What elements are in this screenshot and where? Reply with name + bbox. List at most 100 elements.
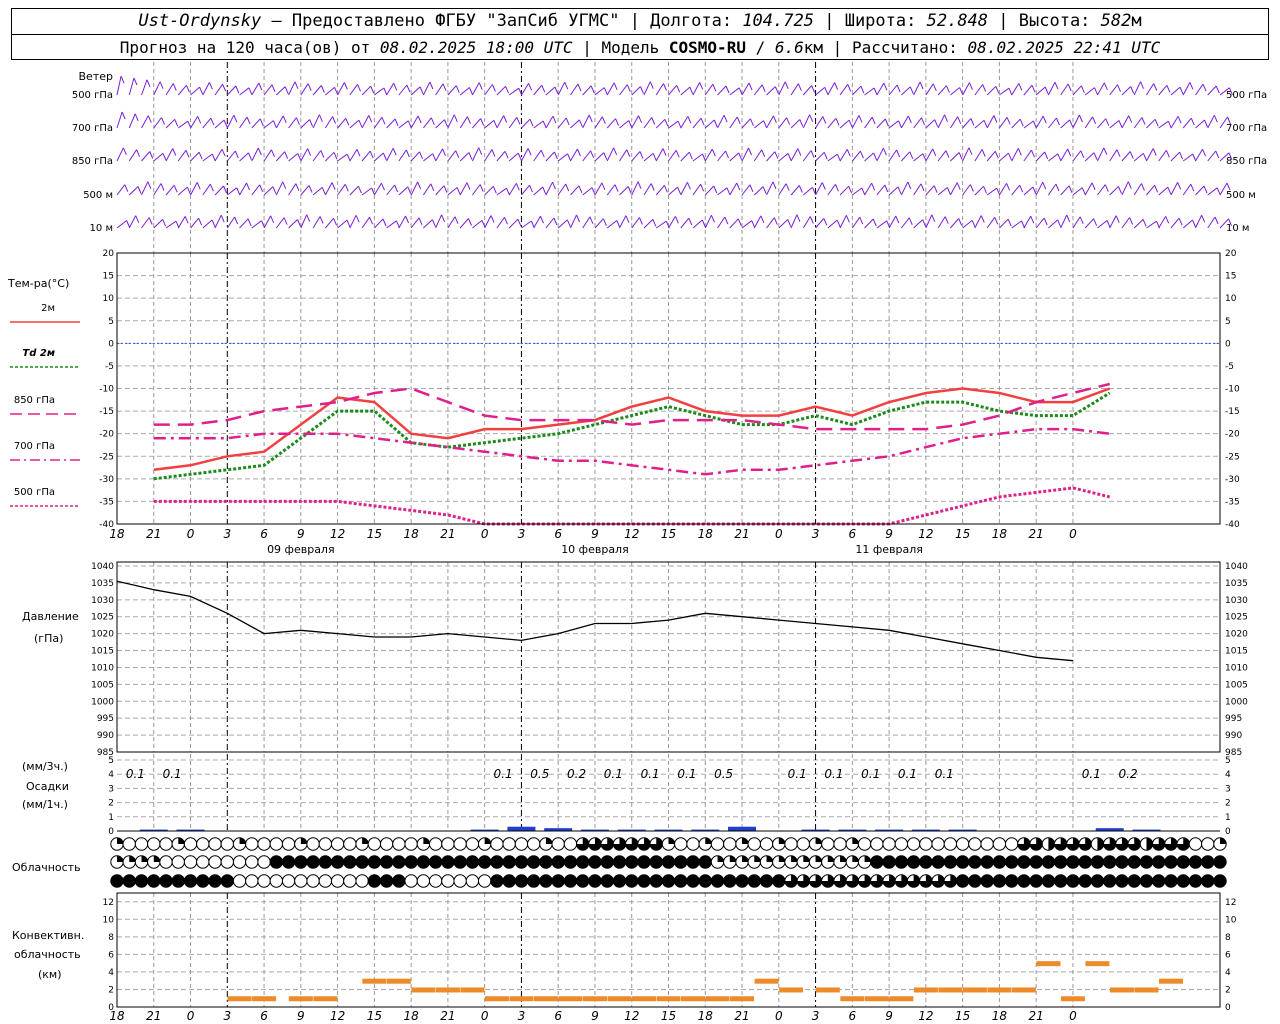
wind-barb-shaft xyxy=(851,85,862,96)
conv-tick-right: 6 xyxy=(1225,950,1231,960)
cloud-cover-symbol xyxy=(723,874,737,888)
wind-barb-shaft xyxy=(141,115,149,129)
wind-barb-shaft xyxy=(116,147,124,162)
wind-barb-shaft xyxy=(1146,185,1156,196)
wind-barb-feather xyxy=(333,152,338,160)
conv-cloud-bar xyxy=(987,987,1012,993)
wind-barb-shaft xyxy=(1133,183,1142,196)
wind-barb-feather xyxy=(1057,153,1062,162)
wind-barb-feather xyxy=(564,81,569,90)
wind-barb-feather xyxy=(760,215,765,224)
wind-barb-shaft xyxy=(251,82,260,96)
cloud-cover-fill xyxy=(821,874,834,888)
precip-amount-label: 0.5 xyxy=(530,767,549,781)
wind-barb-feather xyxy=(872,218,877,227)
wind-barb-feather xyxy=(882,147,887,156)
cloud-cover-symbol xyxy=(992,874,1007,888)
wind-barb-feather xyxy=(345,118,350,126)
wind-barb-shaft xyxy=(1060,148,1069,162)
conv-hour-tick: 18 xyxy=(109,1009,125,1023)
wind-barb-feather xyxy=(773,217,778,225)
wind-barb-shaft xyxy=(594,87,605,96)
wind-barb-feather xyxy=(419,86,424,95)
cloud-cover-fill xyxy=(484,837,491,844)
wind-barb-feather xyxy=(1189,82,1194,90)
cloud-cover-symbol xyxy=(955,855,970,869)
cloud-cover-fill xyxy=(882,874,896,888)
wind-barb-feather xyxy=(932,148,937,157)
wind-barb-feather xyxy=(199,86,204,95)
conv-hour-tick: 18 xyxy=(698,1009,714,1023)
wind-barb-shaft xyxy=(827,118,837,129)
wind-barb-shaft xyxy=(1060,83,1069,96)
wind-barb-shaft xyxy=(386,147,394,162)
forecast-time: 08.02.2025 18:00 UTC xyxy=(379,38,573,57)
wind-barb-shaft xyxy=(484,149,493,162)
conv-hour-tick: 6 xyxy=(849,1009,857,1023)
conv-cloud-bar xyxy=(411,987,436,993)
wind-barb-feather xyxy=(626,84,631,92)
wind-barb-shaft xyxy=(472,184,481,196)
wind-barb-feather xyxy=(702,153,706,162)
wind-barb-shaft xyxy=(655,148,664,162)
cloud-cover-symbol xyxy=(1017,874,1031,888)
wind-barb-shaft xyxy=(570,148,578,162)
conv-cloud-bar xyxy=(460,987,485,993)
pressure-tick-right: 1025 xyxy=(1225,613,1248,623)
wind-barb-feather xyxy=(810,150,815,158)
cloud-cover-symbol xyxy=(1188,874,1203,888)
wind-barb-shaft xyxy=(361,187,372,196)
wind-barb-shaft xyxy=(202,117,212,129)
wind-barb-feather xyxy=(944,114,948,123)
wind-barb-feather xyxy=(772,115,777,124)
conv-hour-tick: 6 xyxy=(554,1009,562,1023)
temperature-hour-tick: 15 xyxy=(661,527,676,541)
wind-barb-feather xyxy=(971,220,976,228)
wind-barb-shaft xyxy=(778,153,789,162)
wind-barb-feather xyxy=(380,182,385,191)
wind-barb-shaft xyxy=(557,81,566,96)
cloud-cover-symbol xyxy=(428,874,443,888)
wind-barb-feather xyxy=(1032,186,1037,195)
conv-tick-left: 8 xyxy=(108,933,114,943)
wind-barb-shaft xyxy=(337,118,347,129)
cloud-cover-fill xyxy=(742,855,749,862)
wind-barb-shaft xyxy=(594,182,603,196)
wind-barb-shaft xyxy=(557,153,568,162)
wind-barb-feather xyxy=(1202,148,1207,157)
wind-barb-shaft xyxy=(974,84,984,96)
wind-barb-feather xyxy=(220,214,225,223)
wind-barb-shaft xyxy=(643,152,654,162)
wind-barb-shaft xyxy=(937,216,946,229)
wind-barb-shaft xyxy=(876,118,886,129)
wind-barb-feather xyxy=(627,186,632,194)
pressure-tick-right: 1005 xyxy=(1225,680,1248,690)
wind-barb-shaft xyxy=(190,217,200,229)
cloud-cover-symbol xyxy=(588,855,602,869)
wind-barb-feather xyxy=(1165,150,1170,158)
temperature-series-2 xyxy=(153,382,1110,431)
wind-barb-feather xyxy=(208,82,213,90)
wind-barb-shaft xyxy=(214,148,223,162)
pressure-tick-left: 1035 xyxy=(91,579,114,589)
wind-barb-shaft xyxy=(753,149,763,162)
wind-barb-feather xyxy=(736,116,741,125)
pressure-tick-left: 1000 xyxy=(91,697,114,707)
wind-barb-shaft xyxy=(864,152,874,162)
wind-barb-feather xyxy=(982,84,987,92)
wind-barb-shaft xyxy=(398,149,407,162)
wind-barb-feather xyxy=(836,153,841,162)
wind-barb-shaft xyxy=(692,183,701,196)
wind-barb-shaft xyxy=(190,116,199,129)
wind-barb-feather xyxy=(578,185,583,194)
temperature-tick-left: 0 xyxy=(108,339,114,349)
temperature-hour-tick: 9 xyxy=(297,527,305,541)
cloud-cover-symbol xyxy=(686,855,700,869)
wind-barb-shaft xyxy=(876,147,884,162)
temperature-tick-right: -5 xyxy=(1225,362,1234,372)
wind-barb-shaft xyxy=(1084,152,1095,162)
wind-barb-shaft xyxy=(937,114,945,129)
wind-barb-shaft xyxy=(802,216,811,229)
wind-barb-shaft xyxy=(128,215,137,229)
cloud-cover-fill xyxy=(846,874,859,888)
